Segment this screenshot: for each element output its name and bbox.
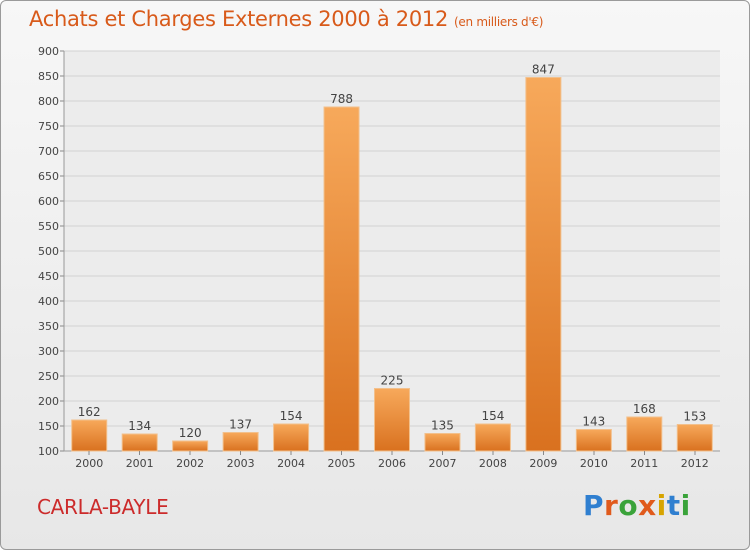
chart-unit: (en milliers d'€) xyxy=(454,15,544,29)
bar-2006 xyxy=(374,388,410,452)
y-tick-label: 250 xyxy=(38,370,59,383)
logo-letter: i xyxy=(656,489,667,522)
bar-2007 xyxy=(424,433,461,452)
commune-name: CARLA-BAYLE xyxy=(37,495,169,519)
bar-2001 xyxy=(121,433,158,452)
y-tick-label: 200 xyxy=(38,395,59,408)
logo-letter: t xyxy=(666,489,681,522)
logo-letter: x xyxy=(638,489,657,522)
logo-letter: i xyxy=(680,489,691,522)
x-tick-label-2002: 2002 xyxy=(176,457,204,470)
x-tick-label-2011: 2011 xyxy=(630,457,658,470)
bar-2004 xyxy=(273,423,310,452)
bar-2012 xyxy=(676,424,713,452)
y-tick-label: 100 xyxy=(38,445,59,458)
bar-2010 xyxy=(575,429,612,452)
data-label-2007: 135 xyxy=(431,419,454,433)
data-label-2009: 847 xyxy=(532,63,555,77)
x-tick-label-2006: 2006 xyxy=(378,457,406,470)
y-tick-label: 800 xyxy=(38,95,59,108)
data-label-2004: 154 xyxy=(280,409,303,423)
y-tick-label: 500 xyxy=(38,245,59,258)
data-label-2006: 225 xyxy=(381,374,404,388)
proxiti-logo: Proxiti xyxy=(583,489,691,522)
x-tick-label-2010: 2010 xyxy=(580,457,608,470)
y-tick-label: 550 xyxy=(38,220,59,233)
y-tick-label: 600 xyxy=(38,195,59,208)
bar-2003 xyxy=(222,432,259,452)
chart-title: Achats et Charges Externes 2000 à 2012 xyxy=(29,7,449,31)
data-label-2010: 143 xyxy=(582,415,605,429)
data-label-2001: 134 xyxy=(128,419,151,433)
x-tick-label-2000: 2000 xyxy=(75,457,103,470)
data-label-2000: 162 xyxy=(78,405,101,419)
y-tick-label: 900 xyxy=(38,45,59,58)
bar-2000 xyxy=(71,419,108,452)
bar-2005 xyxy=(323,106,360,452)
logo-letter: P xyxy=(583,489,605,522)
data-label-2005: 788 xyxy=(330,92,353,106)
data-label-2008: 154 xyxy=(481,409,504,423)
data-label-2011: 168 xyxy=(633,402,656,416)
logo-letter: o xyxy=(618,489,639,522)
x-tick-label-2008: 2008 xyxy=(479,457,507,470)
y-tick-label: 350 xyxy=(38,320,59,333)
y-tick-label: 400 xyxy=(38,295,59,308)
data-label-2002: 120 xyxy=(179,426,202,440)
x-tick-label-2001: 2001 xyxy=(126,457,154,470)
x-tick-label-2003: 2003 xyxy=(227,457,255,470)
x-tick-label-2007: 2007 xyxy=(428,457,456,470)
logo-letter: r xyxy=(604,489,619,522)
y-tick-label: 650 xyxy=(38,170,59,183)
y-tick-label: 750 xyxy=(38,120,59,133)
x-tick-label-2012: 2012 xyxy=(681,457,709,470)
bar-2008 xyxy=(474,423,511,452)
y-tick-label: 150 xyxy=(38,420,59,433)
x-tick-label-2009: 2009 xyxy=(529,457,557,470)
x-tick-label-2005: 2005 xyxy=(328,457,356,470)
y-tick-label: 850 xyxy=(38,70,59,83)
data-label-2012: 153 xyxy=(683,410,706,424)
data-label-2003: 137 xyxy=(229,418,252,432)
x-tick-label-2004: 2004 xyxy=(277,457,305,470)
bar-2011 xyxy=(626,416,663,452)
y-tick-label: 700 xyxy=(38,145,59,158)
bar-2009 xyxy=(525,77,562,452)
bar-2002 xyxy=(172,440,209,452)
chart-title-row: Achats et Charges Externes 2000 à 2012 (e… xyxy=(29,7,543,31)
y-tick-label: 450 xyxy=(38,270,59,283)
y-tick-label: 300 xyxy=(38,345,59,358)
